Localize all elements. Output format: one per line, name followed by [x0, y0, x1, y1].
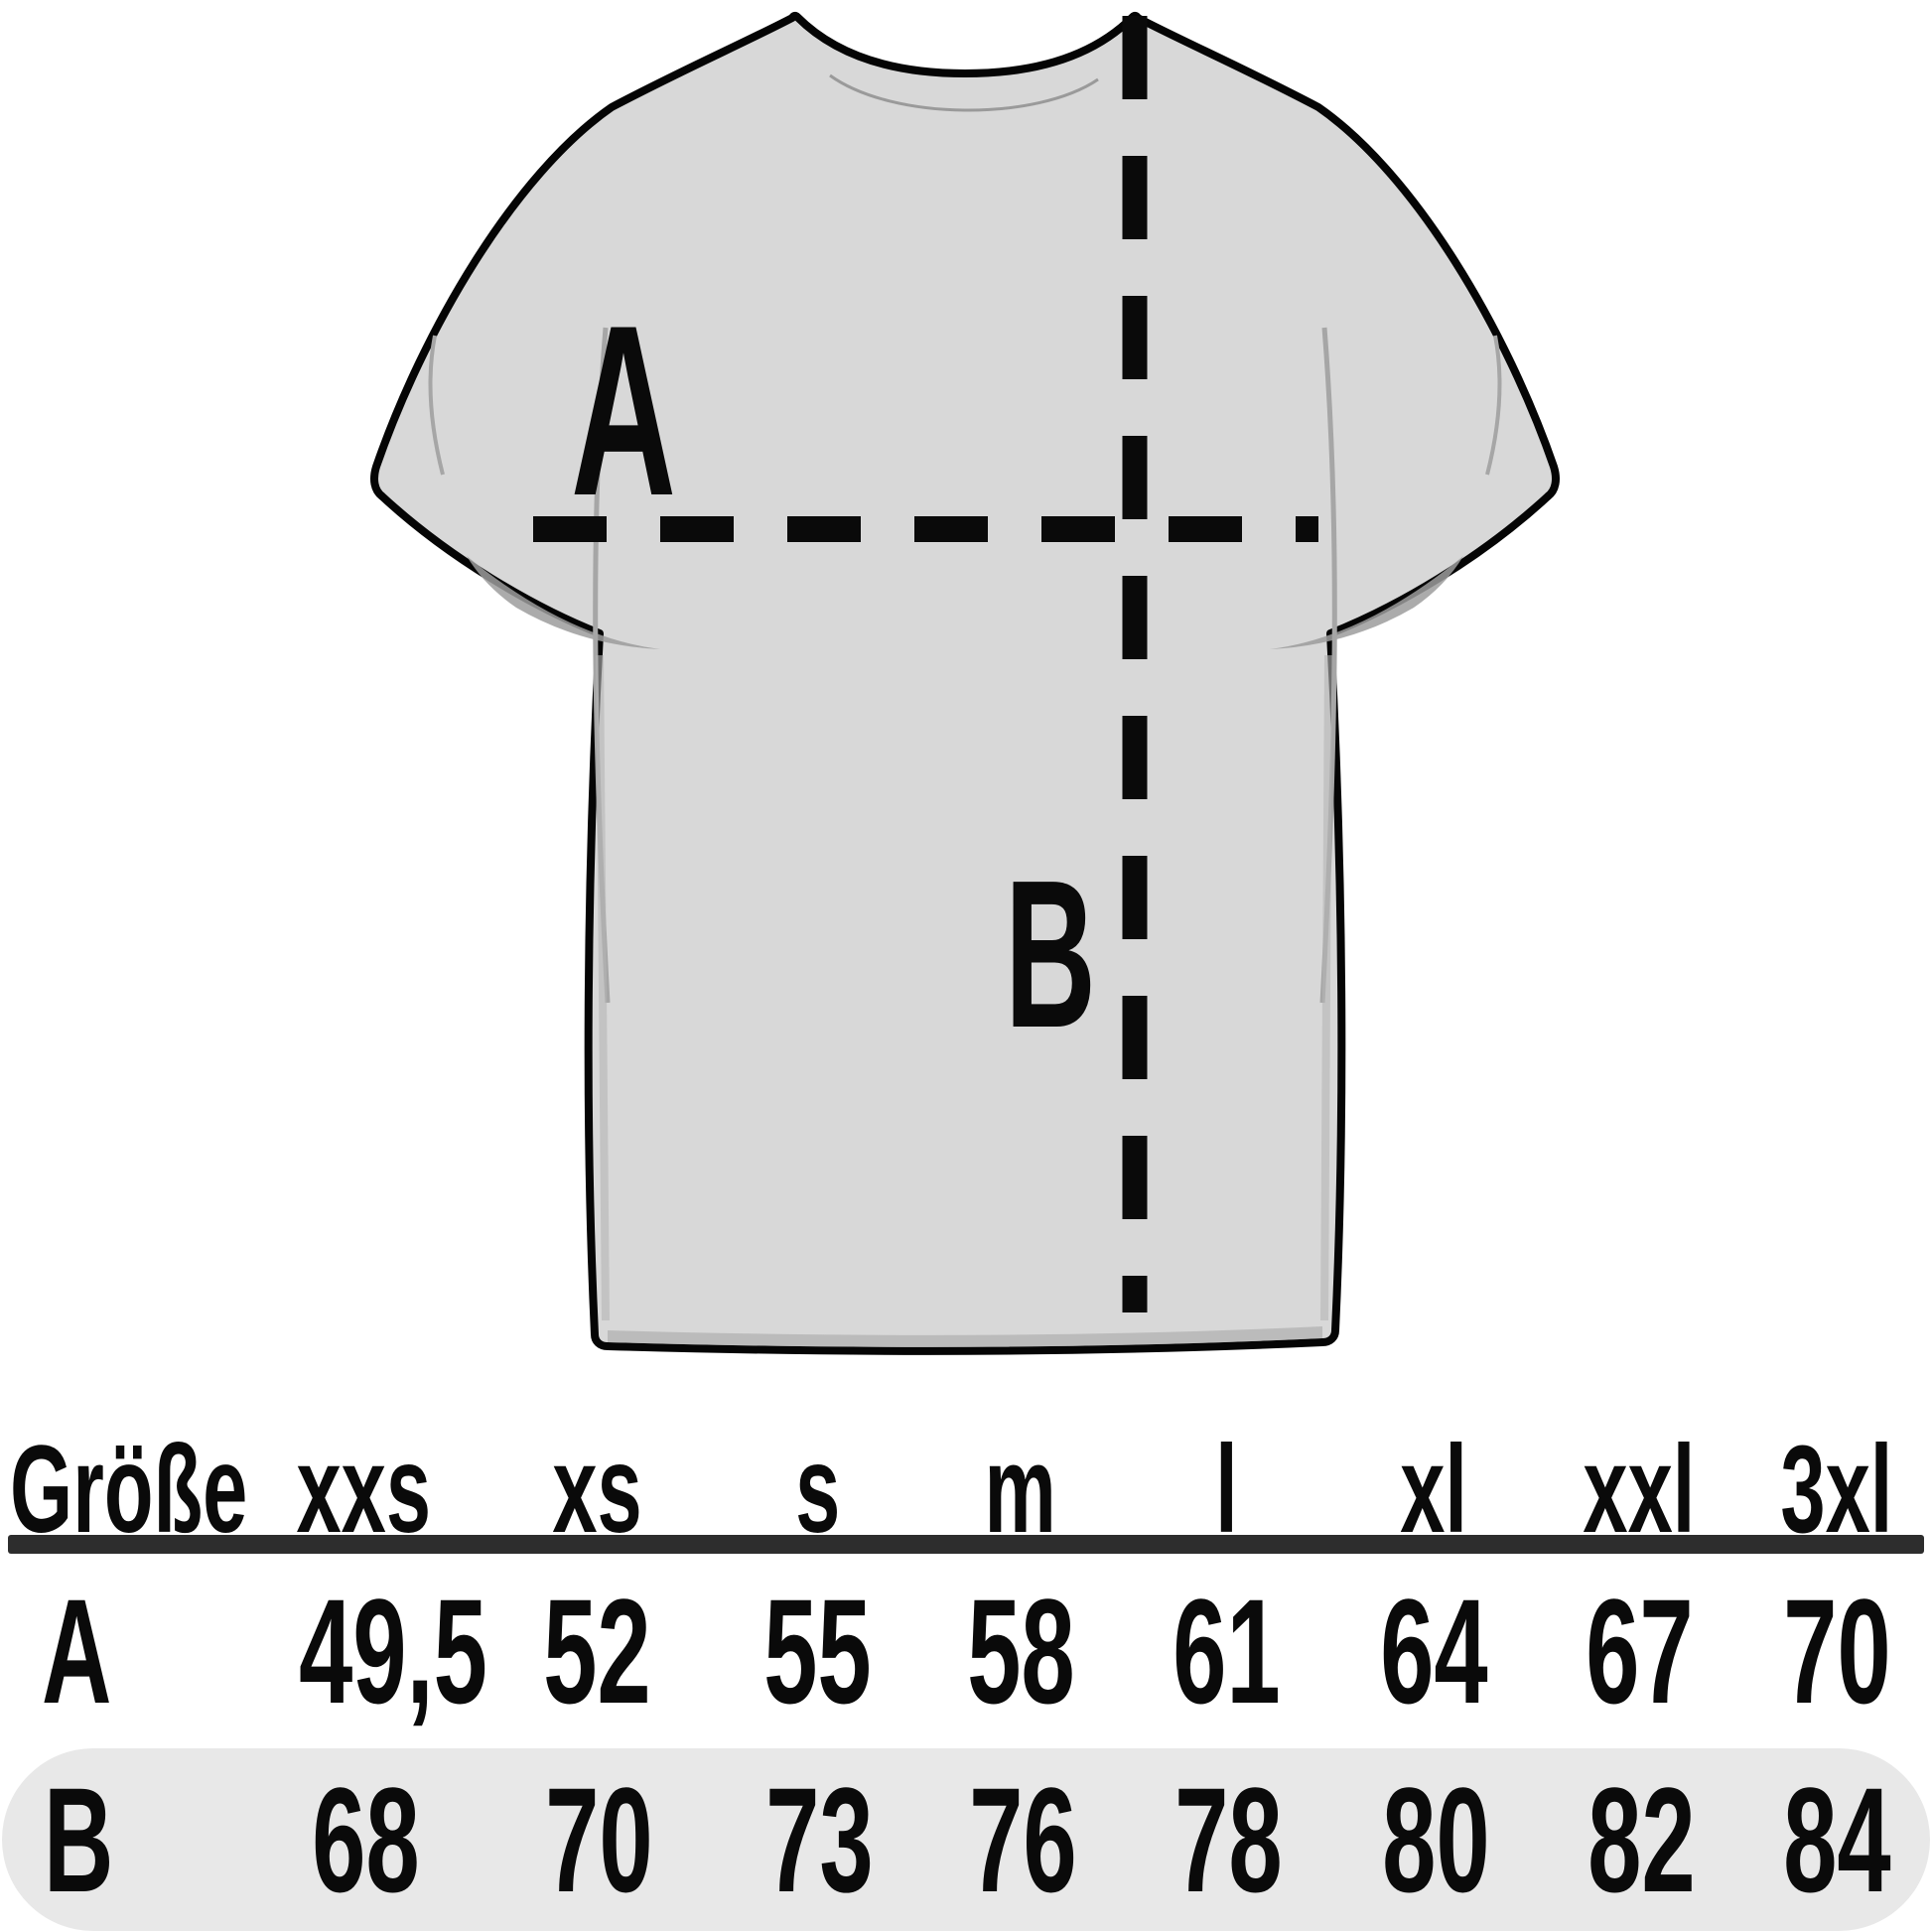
table-row-a: A 49,5 52 55 58 61 64 67 70: [0, 1554, 1932, 1748]
row-b-value-l: 78: [1173, 1756, 1283, 1923]
row-b-value-xs: 70: [545, 1756, 653, 1923]
tshirt-diagram-svg: A B: [370, 11, 1560, 1355]
size-header-xxl: xxl: [1583, 1421, 1696, 1559]
row-b-value-m: 76: [968, 1756, 1077, 1923]
table-divider-rule: [8, 1535, 1924, 1554]
left-sleeve-crease: [428, 335, 445, 476]
table-row-b: B 68 70 73 76 78 80 82 84: [2, 1748, 1930, 1931]
right-sleeve-crease: [1485, 335, 1502, 476]
tshirt-diagram: A B: [370, 11, 1560, 1355]
size-header-3xl: 3xl: [1780, 1421, 1893, 1559]
tshirt-outline: [370, 11, 1560, 1355]
row-a-value-xxl: 67: [1585, 1568, 1694, 1734]
size-table: Größe xxs xs s m l xl xxl 3xl A 49,5 52 …: [0, 1428, 1932, 1931]
hem-shadow: [608, 1326, 1322, 1347]
size-header-xs: xs: [552, 1421, 642, 1559]
row-a-value-s: 55: [763, 1568, 872, 1734]
left-edge-shadow: [596, 654, 610, 1321]
right-edge-shadow: [1320, 654, 1332, 1321]
row-a-value-xxs: 49,5: [299, 1568, 487, 1734]
size-header-xl: xl: [1400, 1421, 1468, 1559]
collar-seam: [829, 73, 1099, 112]
measure-label-a: A: [571, 274, 676, 546]
row-b-value-xl: 80: [1382, 1756, 1490, 1923]
row-b-value-xxl: 82: [1587, 1756, 1696, 1923]
row-b-value-xxs: 68: [312, 1756, 420, 1923]
row-a-value-3xl: 70: [1782, 1568, 1891, 1734]
size-header-m: m: [984, 1421, 1057, 1559]
row-b-label: B: [44, 1756, 114, 1923]
size-column-header: Größe: [10, 1421, 248, 1559]
measure-label-b: B: [1005, 838, 1096, 1072]
size-header-l: l: [1214, 1421, 1238, 1559]
row-a-value-xl: 64: [1380, 1568, 1488, 1734]
size-header-xxs: xxs: [296, 1421, 432, 1559]
row-a-value-l: 61: [1172, 1568, 1281, 1734]
size-table-header-row: Größe xxs xs s m l xl xxl 3xl: [0, 1428, 1932, 1552]
row-a-value-xs: 52: [543, 1568, 651, 1734]
row-b-value-s: 73: [765, 1756, 874, 1923]
row-b-value-3xl: 84: [1782, 1756, 1891, 1923]
size-header-s: s: [794, 1421, 841, 1559]
row-a-value-m: 58: [966, 1568, 1075, 1734]
row-a-label: A: [42, 1568, 112, 1734]
